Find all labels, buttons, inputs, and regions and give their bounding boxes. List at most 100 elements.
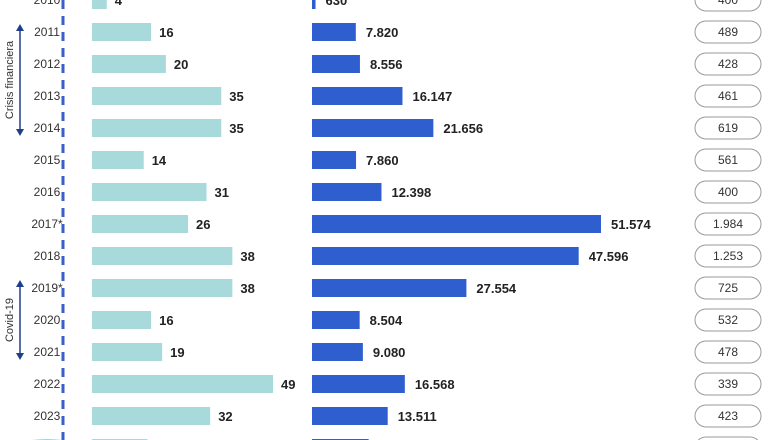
data-label-series-a: 16 — [159, 25, 173, 40]
value-pill — [697, 436, 759, 440]
data-label-series-b: 16.568 — [415, 377, 455, 392]
category-label: 2015 — [34, 153, 61, 167]
data-label-series-a: 32 — [218, 409, 232, 424]
data-label-series-a: 31 — [215, 185, 229, 200]
annotation-label: Covid-19 — [4, 298, 16, 342]
data-label-series-b: 630 — [326, 0, 348, 8]
data-label-series-a: 38 — [240, 249, 254, 264]
value-pill — [694, 180, 762, 204]
bar-series-b — [312, 215, 601, 233]
bar-series-a — [92, 87, 222, 105]
bar-series-a — [92, 311, 152, 329]
data-label-series-b: 7.860 — [366, 153, 399, 168]
data-label-series-a: 19 — [170, 345, 184, 360]
annotation-label: Crisis financiera — [4, 40, 16, 119]
data-label-series-b: 12.398 — [391, 185, 431, 200]
value-pill — [694, 340, 762, 364]
bar-series-b — [312, 407, 388, 425]
data-label-series-b: 16.147 — [412, 89, 452, 104]
bar-series-b — [312, 55, 360, 73]
bar-series-a — [92, 55, 166, 73]
data-label-series-a: 14 — [152, 153, 167, 168]
annotation-arrowhead-up — [16, 280, 24, 287]
data-label-series-c: 478 — [718, 345, 738, 359]
category-label: 2010 — [34, 0, 61, 7]
data-label-series-c: 532 — [718, 313, 738, 327]
value-pill — [694, 116, 762, 140]
data-label-series-b: 27.554 — [476, 281, 517, 296]
data-label-series-c: 400 — [718, 185, 738, 199]
value-pill — [694, 0, 762, 12]
annotation-arrowhead-down — [16, 129, 24, 136]
data-label-series-a: 4 — [115, 0, 123, 8]
category-label: 2013 — [34, 89, 61, 103]
bar-series-a — [92, 0, 107, 9]
bar-series-a — [92, 407, 211, 425]
data-label-series-b: 47.596 — [589, 249, 629, 264]
value-pill — [694, 84, 762, 108]
bar-series-b — [312, 87, 403, 105]
bar-series-a — [92, 343, 163, 361]
data-label-series-b: 8.504 — [370, 313, 403, 328]
data-label-series-c: 428 — [718, 57, 738, 71]
data-label-series-a: 35 — [229, 121, 243, 136]
value-pill — [694, 52, 762, 76]
category-label: 2022 — [34, 377, 61, 391]
data-label-series-b: 51.574 — [611, 217, 652, 232]
bar-series-b — [312, 23, 356, 41]
category-label: 2017* — [31, 217, 63, 231]
bar-series-b — [312, 247, 579, 265]
bar-series-a — [92, 247, 233, 265]
bar-series-a — [92, 215, 189, 233]
data-label-series-c: 1.253 — [713, 249, 743, 263]
bar-series-a — [92, 119, 222, 137]
category-label: 2021 — [34, 345, 61, 359]
annotation-arrowhead-down — [16, 353, 24, 360]
value-pill — [694, 212, 762, 236]
data-label-series-b: 13.511 — [398, 409, 437, 424]
data-label-series-b: 8.556 — [370, 57, 403, 72]
bar-series-a — [92, 183, 207, 201]
bar-series-b — [312, 119, 434, 137]
data-label-series-c: 489 — [718, 25, 738, 39]
data-label-series-a: 35 — [229, 89, 243, 104]
data-label-series-c: 423 — [718, 409, 738, 423]
value-pill — [694, 276, 762, 300]
value-pill — [694, 20, 762, 44]
value-pill — [694, 148, 762, 172]
category-label: 2020 — [34, 313, 61, 327]
data-label-series-c: 461 — [718, 89, 738, 103]
category-label: 2019* — [31, 281, 63, 295]
data-label-series-a: 26 — [196, 217, 210, 232]
bar-series-a — [92, 151, 144, 169]
annotation-arrowhead-up — [16, 24, 24, 31]
bar-series-b — [312, 375, 405, 393]
bar-series-a — [92, 23, 152, 41]
data-label-series-a: 38 — [240, 281, 254, 296]
data-label-series-c: 400 — [718, 0, 738, 7]
data-label-series-a: 20 — [174, 57, 188, 72]
data-label-series-a: 16 — [159, 313, 173, 328]
value-pill — [694, 404, 762, 428]
category-label: 2011 — [34, 25, 60, 39]
bar-series-b — [312, 279, 467, 297]
bar-series-b — [312, 311, 360, 329]
data-label-series-c: 339 — [718, 377, 738, 391]
category-label: 2023 — [34, 409, 61, 423]
category-label: 2012 — [34, 57, 61, 71]
data-label-series-c: 725 — [718, 281, 738, 295]
data-label-series-b: 7.820 — [366, 25, 399, 40]
bar-series-b — [312, 183, 382, 201]
category-label: 2016 — [34, 185, 61, 199]
data-label-series-b: 9.080 — [373, 345, 406, 360]
data-label-series-b: 21.656 — [443, 121, 483, 136]
value-pill — [694, 244, 762, 268]
bar-series-b — [312, 0, 316, 9]
bar-series-b — [312, 151, 357, 169]
category-label: 2014 — [34, 121, 61, 135]
bar-series-a — [92, 279, 233, 297]
category-label: 2018 — [34, 249, 61, 263]
value-pill — [694, 372, 762, 396]
bar-series-a — [92, 375, 273, 393]
